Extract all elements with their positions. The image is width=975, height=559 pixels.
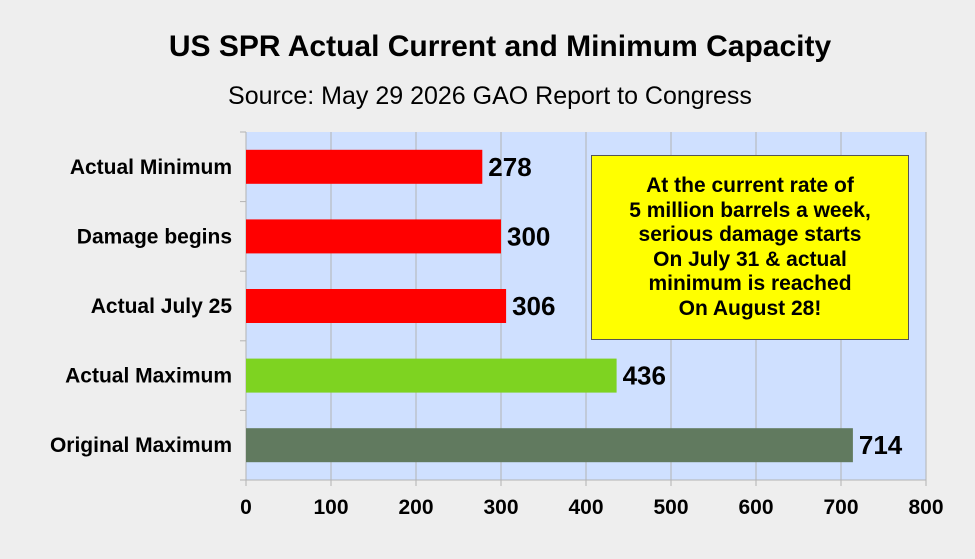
x-tick-label: 700 bbox=[823, 496, 858, 519]
category-label: Original Maximum bbox=[50, 434, 232, 457]
value-label: 306 bbox=[512, 291, 555, 321]
category-label: Actual Minimum bbox=[70, 156, 232, 179]
x-tick-label: 600 bbox=[738, 496, 773, 519]
x-tick-label: 200 bbox=[398, 496, 433, 519]
bar bbox=[246, 358, 617, 393]
value-label: 278 bbox=[488, 152, 531, 182]
category-label: Actual July 25 bbox=[91, 295, 233, 318]
x-tick-label: 300 bbox=[483, 496, 518, 519]
bar bbox=[246, 289, 507, 323]
value-label: 714 bbox=[859, 430, 903, 460]
bar bbox=[246, 219, 501, 254]
annotation-box: At the current rate of 5 million barrels… bbox=[591, 155, 909, 340]
bar bbox=[246, 149, 483, 184]
chart-title: US SPR Actual Current and Minimum Capaci… bbox=[168, 30, 832, 63]
chart-subtitle: Source: May 29 2026 GAO Report to Congre… bbox=[228, 82, 752, 110]
x-tick-label: 800 bbox=[908, 496, 943, 519]
category-label: Actual Maximum bbox=[65, 365, 232, 388]
x-tick-label: 100 bbox=[313, 496, 348, 519]
x-tick-label: 0 bbox=[240, 496, 252, 519]
x-tick-label: 400 bbox=[568, 496, 603, 519]
x-tick-label: 500 bbox=[653, 496, 688, 519]
value-label: 300 bbox=[507, 221, 550, 251]
category-label: Damage begins bbox=[77, 225, 232, 248]
bar bbox=[246, 428, 853, 463]
value-label: 436 bbox=[623, 361, 666, 391]
